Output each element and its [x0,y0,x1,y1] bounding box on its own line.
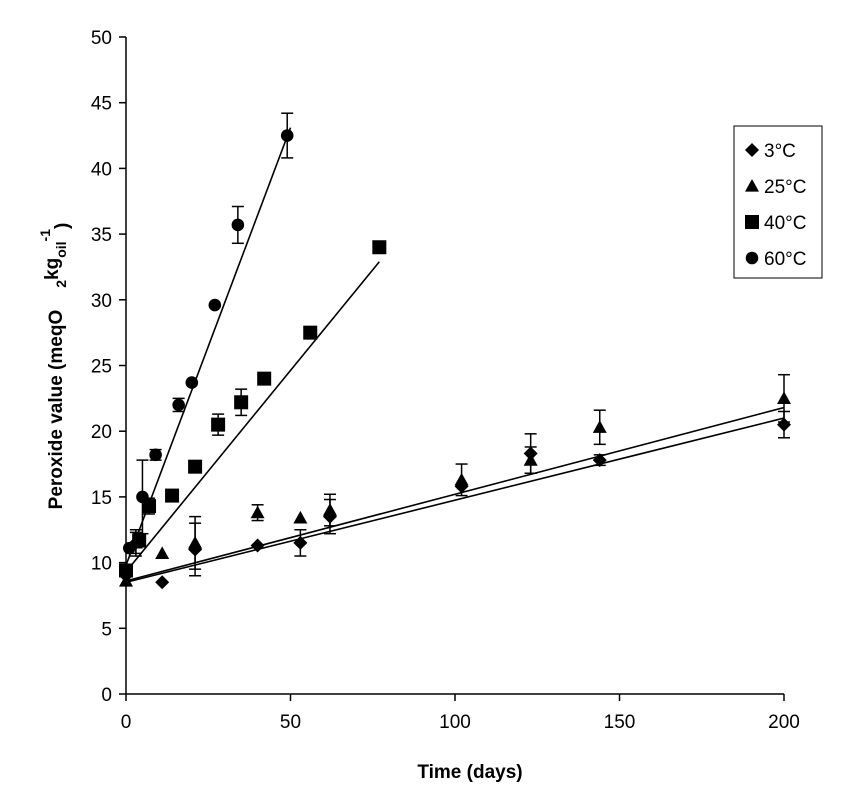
legend-label: 40°C [764,213,806,234]
y-tick-label: 10 [91,554,112,575]
y-tick-label: 0 [101,685,112,706]
data-point-square [188,459,203,474]
y-axis-title-sub2: oil [53,241,69,257]
y-axis-title-mid: kg [42,258,63,280]
legend-label: 25°C [764,177,806,198]
fit-line-series-3 [125,127,292,566]
data-point-square [257,371,272,386]
fit-line-series-1 [125,406,785,582]
data-points [119,129,791,590]
data-point-circle [122,541,136,555]
y-tick-label: 20 [91,422,112,443]
y-tick-label: 40 [91,159,112,180]
legend: 3°C 25°C 40°C 60°C [733,125,823,279]
data-point-diamond [777,417,791,432]
y-tick-label: 50 [91,28,112,49]
data-point-triangle [250,505,265,519]
data-point-circle [149,448,162,462]
data-point-square [303,325,318,340]
data-point-diamond [155,575,170,590]
data-point-circle [231,218,245,232]
data-point-circle [280,129,294,142]
x-axis-title: Time (days) [417,762,522,783]
data-point-square [234,395,249,410]
data-point-triangle [454,472,469,486]
data-point-diamond [592,453,607,468]
data-point-circle [208,298,222,312]
y-axis-title-main: Peroxide value (meqO [46,310,67,510]
y-axis-title-sup: -1 [37,229,53,242]
legend-label: 3°C [764,141,796,162]
data-point-triangle [155,546,170,560]
fit-line-series-2 [125,261,380,573]
x-tick-label: 100 [439,712,471,733]
legend-label: 60°C [764,249,806,270]
data-point-circle [185,376,199,389]
fit-line-series-0 [125,417,785,584]
error-bars [129,112,790,577]
data-point-square [211,417,226,432]
x-tick-label: 0 [121,712,132,733]
y-tick-label: 35 [91,225,112,246]
data-point-diamond [250,538,265,553]
fit-lines [125,127,785,584]
data-point-triangle [523,453,538,466]
data-point-square [165,488,180,503]
legend-marker-square [745,215,759,229]
y-axis-title: Peroxide value (meqO 2kgoil-1) [37,223,73,510]
y-axis-title-sub1: 2 [53,280,69,288]
data-point-triangle [293,510,308,524]
axes: 0 5 10 15 20 25 30 35 40 45 50 0 50 100 150 200 [91,28,800,733]
data-point-square [132,533,147,548]
x-tick-label: 50 [280,712,301,733]
data-point-diamond [293,535,308,550]
x-tick-label: 200 [768,712,800,733]
data-point-circle [172,398,185,412]
legend-marker-triangle [745,179,759,192]
y-tick-label: 30 [91,291,112,312]
legend-marker-diamond [745,143,759,157]
data-point-triangle [592,420,607,433]
data-point-triangle [188,535,203,549]
data-point-circle [136,490,149,504]
x-tick-label: 150 [604,712,636,733]
data-point-square [372,240,387,255]
data-point-triangle [322,503,337,516]
y-tick-label: 15 [91,488,112,509]
data-point-square [142,499,157,514]
y-tick-label: 25 [91,357,112,378]
data-point-triangle [777,391,791,404]
y-tick-label: 5 [101,619,112,640]
y-axis-title-end: ) [52,223,73,229]
y-tick-label: 45 [91,94,112,115]
legend-marker-circle [745,251,759,265]
